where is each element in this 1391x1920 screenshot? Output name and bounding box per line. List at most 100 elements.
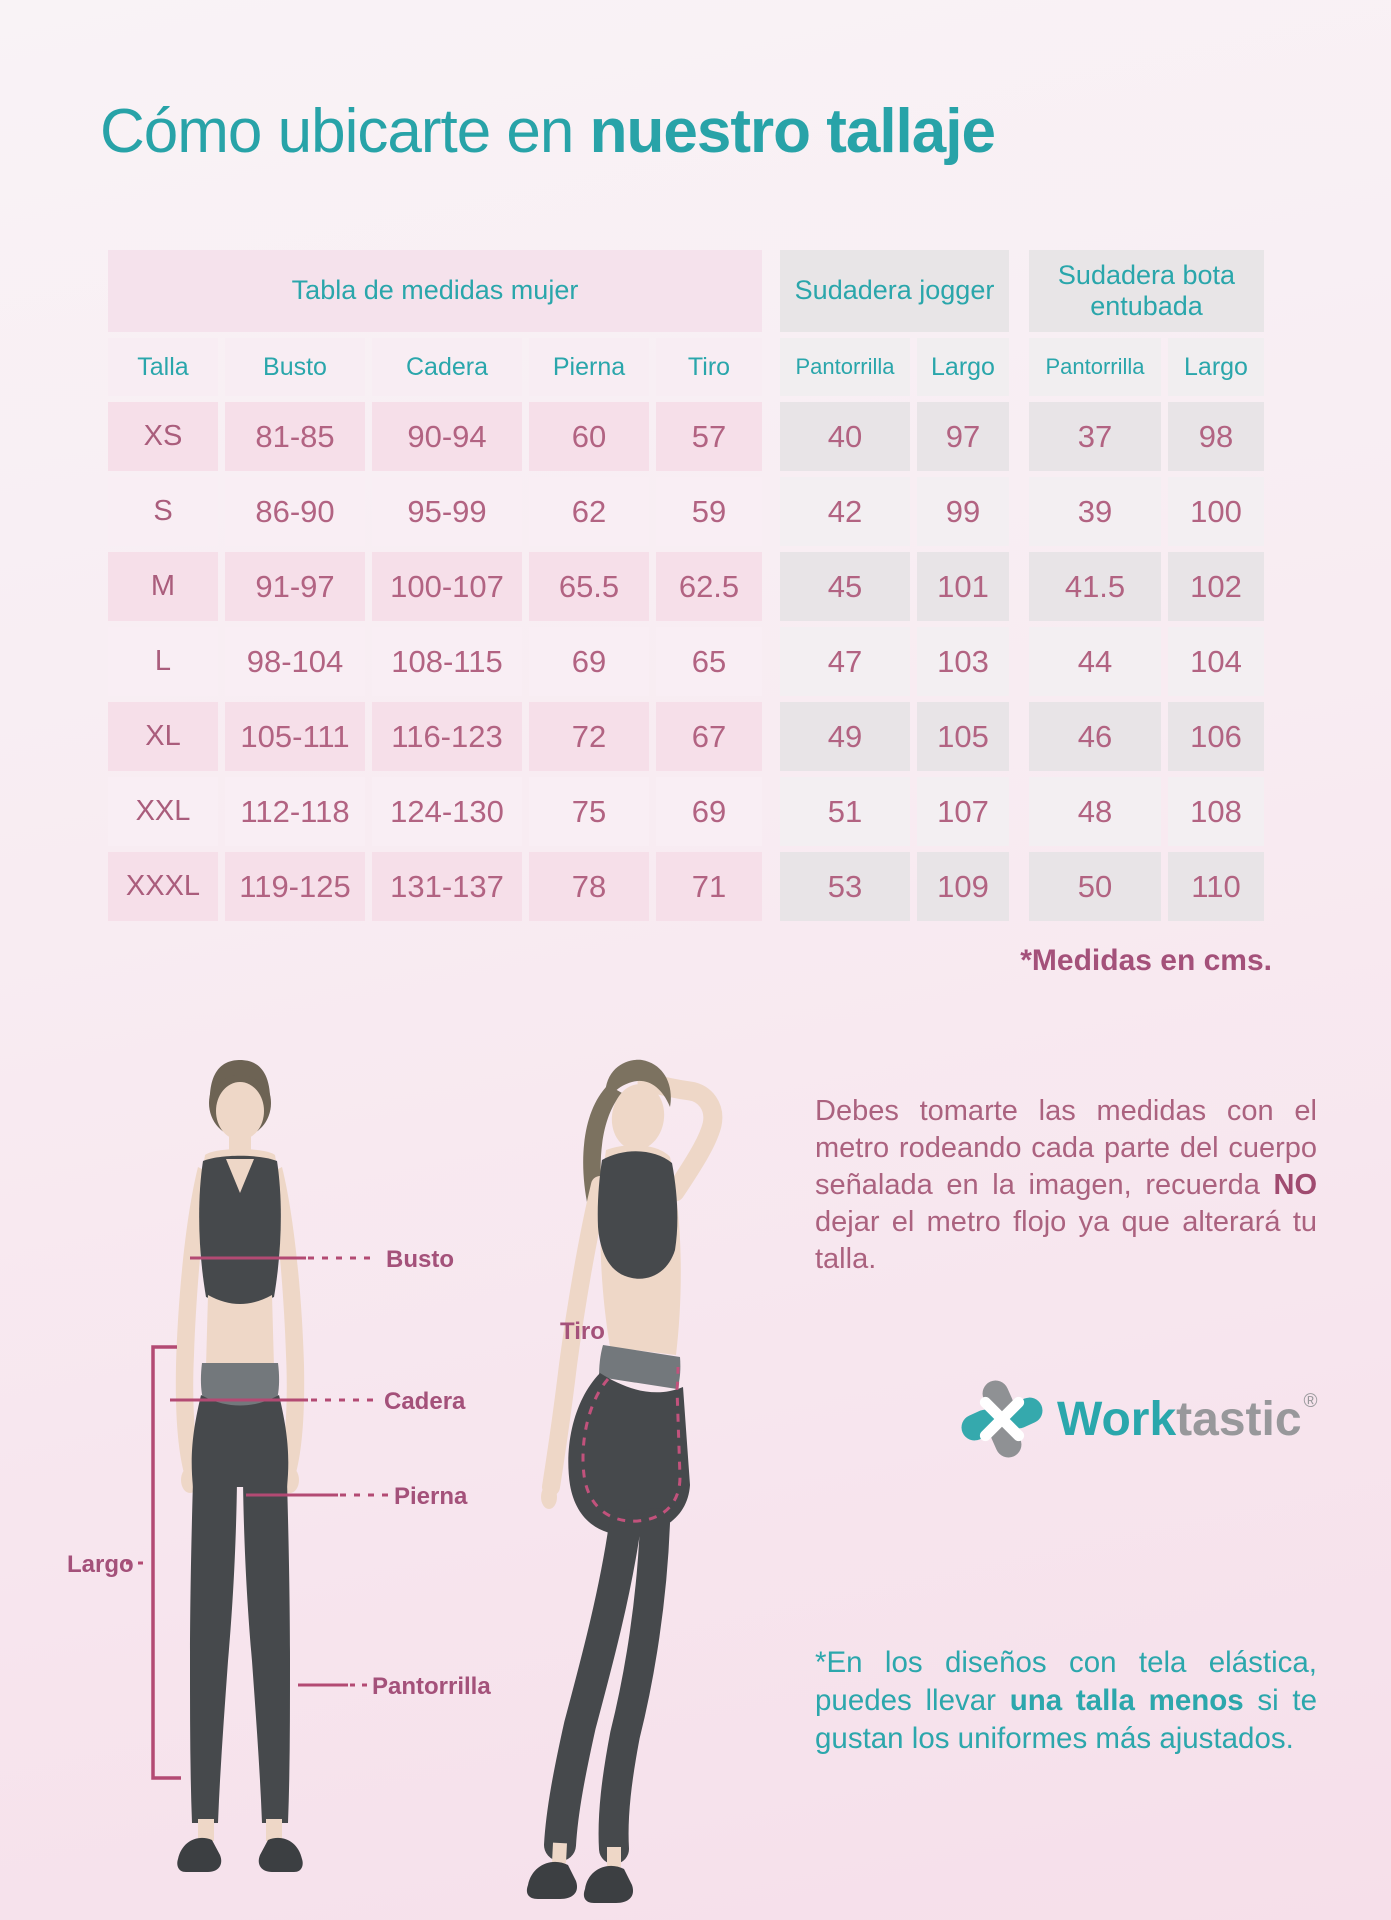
- group-header-bota-entubada: Sudadera bota entubada: [1029, 250, 1264, 332]
- value-cell: 109: [917, 852, 1009, 921]
- side-hips: [568, 1373, 690, 1536]
- front-right-leg: [243, 1481, 290, 1823]
- size-cell: L: [108, 627, 218, 696]
- logo-white-x: [979, 1396, 1025, 1442]
- value-cell: 110: [1168, 852, 1264, 921]
- value-cell: 59: [656, 477, 762, 546]
- table-row: XXXL 119-125 131-137 78 71 53 109 50 110: [108, 852, 1264, 921]
- value-cell: 99: [917, 477, 1009, 546]
- side-hanging-arm: [542, 1176, 609, 1496]
- size-cell: XS: [108, 402, 218, 471]
- value-cell: 69: [656, 777, 762, 846]
- value-cell: 103: [917, 627, 1009, 696]
- front-midriff: [206, 1295, 274, 1367]
- instructions-text-bold: NO: [1273, 1169, 1318, 1201]
- side-hand: [541, 1485, 557, 1509]
- value-cell: 106: [1168, 702, 1264, 771]
- column-spacer: [769, 402, 773, 471]
- value-cell: 48: [1029, 777, 1161, 846]
- front-left-arm: [175, 1167, 210, 1473]
- value-cell: 105: [917, 702, 1009, 771]
- column-spacer: [769, 852, 773, 921]
- tiro-dashed-curve: [581, 1366, 682, 1523]
- size-cell: S: [108, 477, 218, 546]
- col-header-talla: Talla: [108, 338, 218, 396]
- value-cell: 98: [1168, 402, 1264, 471]
- value-cell: 41.5: [1029, 552, 1161, 621]
- side-back-leg: [598, 1508, 670, 1864]
- col-header-largo-bota: Largo: [1168, 338, 1264, 396]
- front-face: [216, 1082, 264, 1140]
- column-header-row: Talla Busto Cadera Pierna Tiro Pantorril…: [108, 338, 1264, 396]
- column-spacer: [1016, 852, 1022, 921]
- side-waistband: [599, 1345, 681, 1389]
- table-row: L 98-104 108-115 69 65 47 103 44 104: [108, 627, 1264, 696]
- page-title-regular: Cómo ubicarte en: [100, 97, 590, 166]
- front-hair-top: [209, 1060, 271, 1107]
- col-header-pantorrilla-bota: Pantorrilla: [1029, 338, 1161, 396]
- column-spacer: [769, 627, 773, 696]
- column-spacer: [769, 338, 773, 396]
- value-cell: 62.5: [656, 552, 762, 621]
- column-spacer: [1016, 338, 1022, 396]
- front-figure: [175, 1060, 305, 1872]
- side-front-shoe: [526, 1861, 578, 1899]
- measuring-instructions: Debes tomarte las medidas con el metro r…: [815, 1093, 1317, 1278]
- value-cell: 42: [780, 477, 910, 546]
- value-cell: 90-94: [372, 402, 522, 471]
- value-cell: 46: [1029, 702, 1161, 771]
- page-title-bold: nuestro tallaje: [589, 97, 996, 166]
- side-front-leg: [544, 1509, 641, 1861]
- value-cell: 119-125: [225, 852, 365, 921]
- value-cell: 105-111: [225, 702, 365, 771]
- value-cell: 65: [656, 627, 762, 696]
- column-spacer: [1016, 702, 1022, 771]
- value-cell: 95-99: [372, 477, 522, 546]
- column-spacer: [1016, 477, 1022, 546]
- col-header-pantorrilla-jogger: Pantorrilla: [780, 338, 910, 396]
- value-cell: 75: [529, 777, 649, 846]
- value-cell: 39: [1029, 477, 1161, 546]
- value-cell: 71: [656, 852, 762, 921]
- pantorrilla-label: Pantorrilla: [372, 1673, 491, 1700]
- value-cell: 49: [780, 702, 910, 771]
- value-cell: 37: [1029, 402, 1161, 471]
- worktastic-logo-icon: [961, 1380, 1043, 1458]
- brand-secondary: tastic: [1176, 1393, 1302, 1446]
- value-cell: 104: [1168, 627, 1264, 696]
- value-cell: 57: [656, 402, 762, 471]
- pierna-label: Pierna: [394, 1483, 468, 1510]
- value-cell: 69: [529, 627, 649, 696]
- value-cell: 86-90: [225, 477, 365, 546]
- brand-primary: Work: [1057, 1393, 1177, 1446]
- column-spacer: [1016, 402, 1022, 471]
- value-cell: 131-137: [372, 852, 522, 921]
- table-row: XS 81-85 90-94 60 57 40 97 37 98: [108, 402, 1264, 471]
- value-cell: 44: [1029, 627, 1161, 696]
- front-left-shoe: [177, 1837, 222, 1872]
- front-right-ankle: [266, 1819, 282, 1841]
- front-waistband: [200, 1363, 280, 1408]
- worktastic-logo-text: Worktastic ®: [1057, 1391, 1318, 1447]
- col-header-cadera: Cadera: [372, 338, 522, 396]
- note-text-after: si te gustan los uniformes más ajustados…: [815, 1683, 1318, 1755]
- value-cell: 65.5: [529, 552, 649, 621]
- group-header-mujer: Tabla de medidas mujer: [108, 250, 762, 332]
- table-row: M 91-97 100-107 65.5 62.5 45 101 41.5 102: [108, 552, 1264, 621]
- side-hair-top: [605, 1059, 671, 1107]
- column-spacer: [769, 250, 773, 332]
- size-cell: XXL: [108, 777, 218, 846]
- group-header-row: Tabla de medidas mujer Sudadera jogger S…: [108, 250, 1264, 332]
- size-cell: XXXL: [108, 852, 218, 921]
- measurement-marks: [126, 1256, 388, 1780]
- value-cell: 97: [917, 402, 1009, 471]
- side-figure: [526, 1059, 723, 1903]
- cadera-label: Cadera: [384, 1388, 466, 1415]
- side-sports-bra: [597, 1151, 678, 1279]
- instructions-text-before: Debes tomarte las medidas con el metro r…: [815, 1095, 1317, 1201]
- front-right-arm: [270, 1167, 305, 1473]
- units-footnote: *Medidas en cms.: [1020, 944, 1272, 977]
- value-cell: 108-115: [372, 627, 522, 696]
- value-cell: 51: [780, 777, 910, 846]
